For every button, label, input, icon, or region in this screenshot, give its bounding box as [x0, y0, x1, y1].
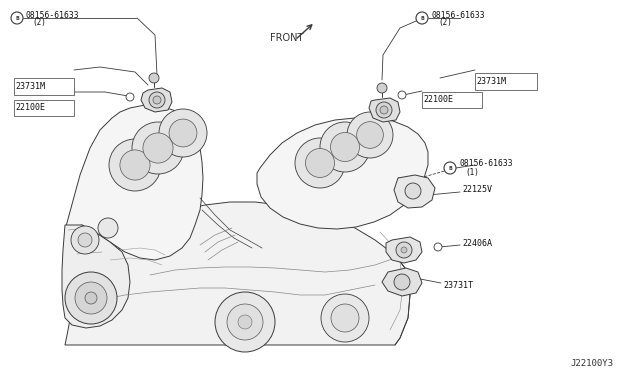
Polygon shape — [382, 268, 422, 296]
Ellipse shape — [71, 226, 99, 254]
Ellipse shape — [405, 183, 421, 199]
Ellipse shape — [65, 272, 117, 324]
Ellipse shape — [330, 132, 360, 161]
Polygon shape — [141, 88, 172, 112]
Ellipse shape — [169, 119, 197, 147]
Ellipse shape — [75, 282, 107, 314]
Ellipse shape — [321, 294, 369, 342]
Ellipse shape — [320, 122, 370, 172]
Text: 23731T: 23731T — [443, 280, 473, 289]
Ellipse shape — [376, 102, 392, 118]
Ellipse shape — [305, 148, 335, 177]
Ellipse shape — [416, 12, 428, 24]
Ellipse shape — [215, 292, 275, 352]
Text: (2): (2) — [32, 19, 46, 28]
Ellipse shape — [434, 243, 442, 251]
Ellipse shape — [98, 218, 118, 238]
Polygon shape — [65, 105, 203, 260]
Text: B: B — [420, 16, 424, 20]
Text: B: B — [15, 16, 19, 20]
Ellipse shape — [377, 83, 387, 93]
Text: 08156-61633: 08156-61633 — [26, 10, 79, 19]
Ellipse shape — [295, 138, 345, 188]
Text: 23731M: 23731M — [477, 77, 507, 86]
Text: 22406A: 22406A — [462, 238, 492, 247]
Polygon shape — [394, 175, 435, 208]
Ellipse shape — [227, 304, 263, 340]
Ellipse shape — [132, 122, 184, 174]
Ellipse shape — [85, 292, 97, 304]
Polygon shape — [386, 237, 422, 263]
Polygon shape — [369, 98, 400, 122]
Ellipse shape — [149, 73, 159, 83]
Bar — [422, 92, 482, 108]
Ellipse shape — [380, 106, 388, 114]
Ellipse shape — [394, 274, 410, 290]
Bar — [475, 73, 537, 90]
Text: 22100E: 22100E — [424, 96, 454, 105]
Ellipse shape — [238, 315, 252, 329]
Bar — [14, 78, 74, 95]
Ellipse shape — [126, 93, 134, 101]
Ellipse shape — [356, 122, 383, 148]
Text: J22100Y3: J22100Y3 — [570, 359, 613, 368]
Text: B: B — [448, 166, 452, 170]
Polygon shape — [257, 118, 428, 229]
Ellipse shape — [149, 92, 165, 108]
Ellipse shape — [159, 109, 207, 157]
Text: (1): (1) — [465, 167, 479, 176]
Polygon shape — [62, 225, 130, 328]
Ellipse shape — [398, 91, 406, 99]
Text: 22100E: 22100E — [16, 103, 46, 112]
Ellipse shape — [401, 247, 407, 253]
Ellipse shape — [11, 12, 23, 24]
Ellipse shape — [143, 133, 173, 163]
Text: 08156-61633: 08156-61633 — [432, 10, 486, 19]
Ellipse shape — [396, 242, 412, 258]
Ellipse shape — [444, 162, 456, 174]
Ellipse shape — [78, 233, 92, 247]
Bar — [14, 100, 74, 116]
Text: (2): (2) — [438, 19, 452, 28]
Ellipse shape — [331, 304, 359, 332]
Text: 08156-61633: 08156-61633 — [459, 158, 513, 167]
Ellipse shape — [120, 150, 150, 180]
Text: 23731M: 23731M — [16, 82, 46, 91]
Text: FRONT: FRONT — [270, 33, 303, 43]
Polygon shape — [65, 202, 410, 345]
Text: 22125V: 22125V — [462, 186, 492, 195]
Ellipse shape — [153, 96, 161, 104]
Ellipse shape — [109, 139, 161, 191]
Ellipse shape — [347, 112, 393, 158]
